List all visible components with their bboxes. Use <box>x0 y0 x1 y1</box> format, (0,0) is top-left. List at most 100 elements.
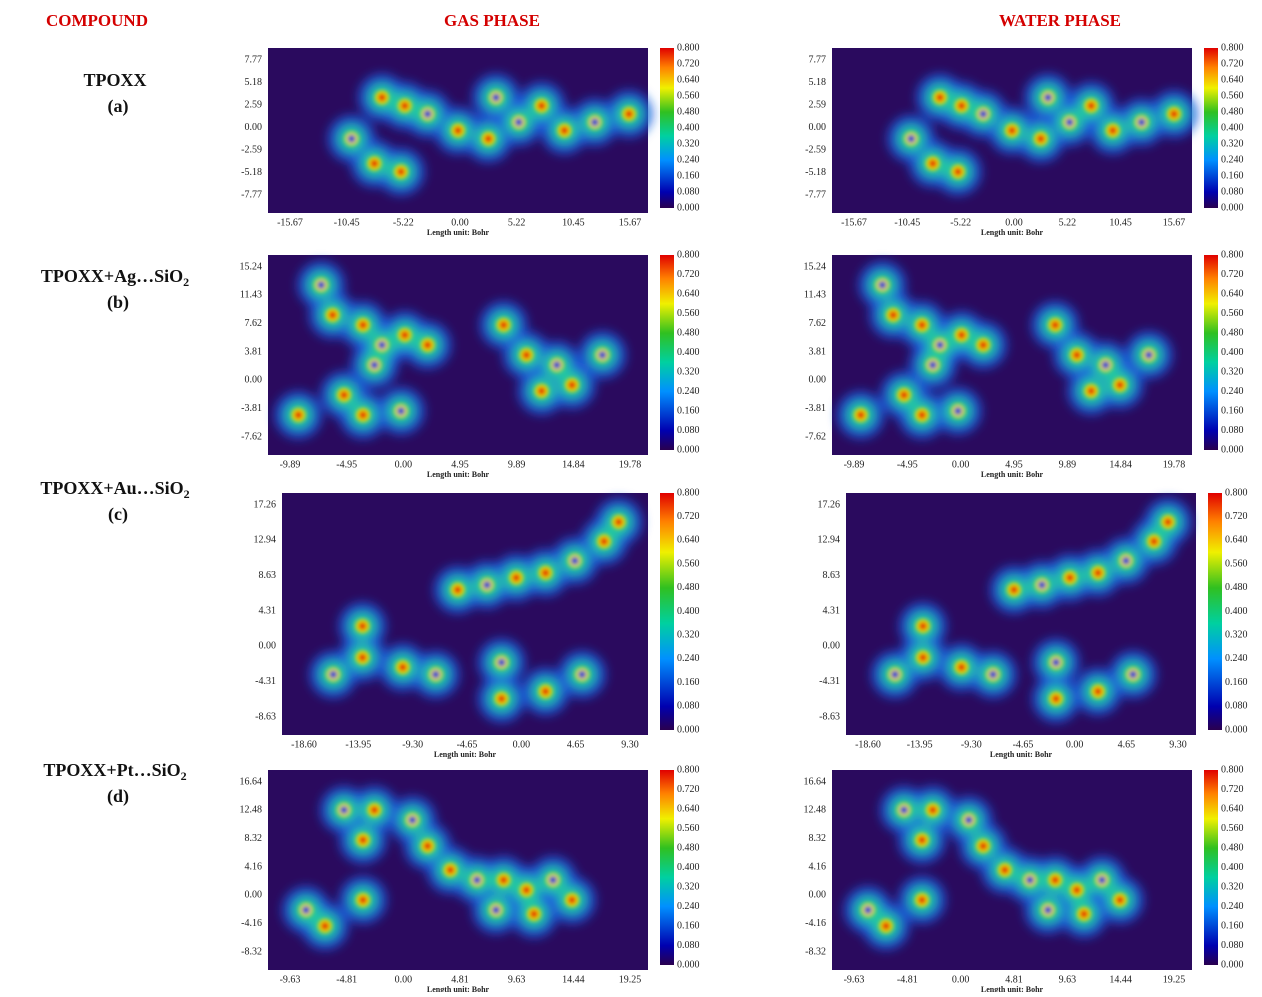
core <box>397 168 405 176</box>
colorbar-label: 0.080 <box>1221 425 1244 436</box>
colorbar <box>1208 493 1222 730</box>
header-gas: GAS PHASE <box>444 11 540 30</box>
core <box>359 836 367 844</box>
y-tick-label: 11.43 <box>240 290 262 301</box>
colorbar-label: 0.400 <box>1221 862 1244 873</box>
colorbar-label: 0.320 <box>677 629 700 640</box>
core <box>568 896 576 904</box>
core <box>294 411 302 419</box>
core <box>979 842 987 850</box>
colorbar-label: 0.240 <box>677 653 700 664</box>
y-tick-label: 8.63 <box>259 570 277 581</box>
y-tick-label: 7.77 <box>809 54 827 65</box>
colorbar-label: 0.720 <box>677 269 700 280</box>
core <box>918 836 926 844</box>
colorbar-label: 0.560 <box>677 308 700 319</box>
y-tick-label: 8.63 <box>823 570 841 581</box>
y-tick-label: -4.16 <box>805 918 826 929</box>
colorbar-label: 0.560 <box>677 90 700 101</box>
density-map <box>268 255 648 455</box>
core <box>929 160 937 168</box>
core <box>370 806 378 814</box>
core <box>929 806 937 814</box>
core <box>882 922 890 930</box>
colorbar-label: 0.480 <box>677 106 700 117</box>
core <box>446 866 454 874</box>
colorbar-label: 0.320 <box>1221 366 1244 377</box>
core <box>954 407 962 415</box>
core <box>625 110 633 118</box>
colorbar-label: 0.480 <box>1221 327 1244 338</box>
x-tick-label: 9.63 <box>508 974 526 985</box>
y-tick-label: -8.63 <box>819 711 840 722</box>
core <box>359 321 367 329</box>
core <box>378 341 386 349</box>
header-compound: COMPOUND <box>46 11 148 30</box>
core <box>929 361 937 369</box>
colorbar-label: 0.560 <box>1221 90 1244 101</box>
core <box>919 654 927 662</box>
x-tick-label: -4.65 <box>1013 739 1034 750</box>
core <box>329 311 337 319</box>
x-tick-label: 9.63 <box>1059 974 1077 985</box>
x-tick-label: 19.25 <box>619 974 642 985</box>
y-tick-label: 0.00 <box>809 890 827 901</box>
compound-name: TPOXX+Au…SiO2 <box>40 478 189 501</box>
core <box>321 922 329 930</box>
x-tick-label: 4.81 <box>451 974 469 985</box>
core <box>1145 351 1153 359</box>
colorbar-label: 0.640 <box>677 288 700 299</box>
core <box>954 168 962 176</box>
x-tick-label: -10.45 <box>334 217 360 228</box>
x-tick-label: -5.22 <box>393 217 414 228</box>
colorbar-label: 0.000 <box>677 959 700 970</box>
core <box>492 906 500 914</box>
y-tick-label: 8.32 <box>245 833 263 844</box>
core <box>340 391 348 399</box>
colorbar-label: 0.800 <box>1221 249 1244 260</box>
x-tick-label: 0.00 <box>451 217 469 228</box>
colorbar-label: 0.080 <box>1221 940 1244 951</box>
core <box>1052 658 1060 666</box>
core <box>340 806 348 814</box>
core <box>1044 94 1052 102</box>
core <box>484 135 492 143</box>
core <box>936 341 944 349</box>
colorbar-label: 0.080 <box>677 186 700 197</box>
compound-name-text: TPOXX <box>84 70 147 90</box>
x-tick-label: -9.63 <box>844 974 865 985</box>
y-tick-label: -7.77 <box>805 189 826 200</box>
colorbar <box>1204 48 1218 208</box>
colorbar-label: 0.480 <box>677 842 700 853</box>
core <box>907 135 915 143</box>
y-tick-label: 4.16 <box>245 861 263 872</box>
core <box>1087 387 1095 395</box>
colorbar-label: 0.480 <box>1221 842 1244 853</box>
core <box>979 341 987 349</box>
core <box>378 94 386 102</box>
core <box>864 906 872 914</box>
core <box>889 311 897 319</box>
colorbar-label: 0.400 <box>1225 606 1248 617</box>
colorbar-label: 0.320 <box>677 138 700 149</box>
colorbar-label: 0.640 <box>677 74 700 85</box>
colorbar-label: 0.000 <box>1221 959 1244 970</box>
colorbar-label: 0.320 <box>1221 881 1244 892</box>
colorbar <box>660 48 674 208</box>
compound-name: TPOXX+Ag…SiO2 <box>41 266 189 289</box>
x-tick-label: 4.95 <box>451 459 469 470</box>
core <box>399 663 407 671</box>
colorbar-label: 0.080 <box>677 940 700 951</box>
y-tick-label: -4.16 <box>241 918 262 929</box>
core <box>483 581 491 589</box>
x-axis-label: Length unit: Bohr <box>427 228 490 237</box>
core <box>958 102 966 110</box>
colorbar-label: 0.800 <box>677 487 700 498</box>
y-tick-label: -8.32 <box>805 946 826 957</box>
core <box>918 896 926 904</box>
core <box>348 135 356 143</box>
core <box>560 127 568 135</box>
core <box>424 842 432 850</box>
core <box>512 574 520 582</box>
core <box>900 806 908 814</box>
